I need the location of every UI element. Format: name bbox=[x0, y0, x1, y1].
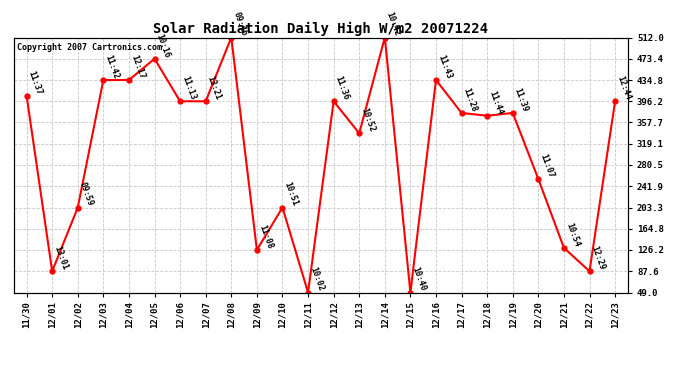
Text: 10:02: 10:02 bbox=[308, 266, 325, 292]
Text: 10:52: 10:52 bbox=[359, 107, 376, 134]
Text: 11:44: 11:44 bbox=[487, 89, 504, 116]
Text: 11:28: 11:28 bbox=[462, 86, 479, 113]
Text: 10:16: 10:16 bbox=[155, 32, 172, 59]
Text: 12:44: 12:44 bbox=[615, 75, 632, 101]
Text: 10:40: 10:40 bbox=[411, 266, 427, 292]
Text: 10:51: 10:51 bbox=[282, 181, 299, 207]
Text: 10:54: 10:54 bbox=[564, 221, 581, 248]
Text: 10:42: 10:42 bbox=[385, 11, 402, 38]
Text: 11:08: 11:08 bbox=[257, 224, 274, 250]
Text: 12:17: 12:17 bbox=[129, 54, 146, 80]
Text: Copyright 2007 Cartronics.com: Copyright 2007 Cartronics.com bbox=[17, 43, 162, 52]
Text: 11:43: 11:43 bbox=[436, 54, 453, 80]
Text: 09:59: 09:59 bbox=[78, 181, 95, 207]
Text: 11:39: 11:39 bbox=[513, 86, 530, 113]
Text: 11:36: 11:36 bbox=[334, 75, 351, 101]
Title: Solar Radiation Daily High W/m2 20071224: Solar Radiation Daily High W/m2 20071224 bbox=[153, 22, 489, 36]
Text: 13:01: 13:01 bbox=[52, 244, 69, 271]
Text: 12:29: 12:29 bbox=[589, 244, 607, 271]
Text: 09:46: 09:46 bbox=[231, 11, 248, 38]
Text: 11:42: 11:42 bbox=[104, 54, 120, 80]
Text: 11:07: 11:07 bbox=[538, 153, 555, 179]
Text: 11:37: 11:37 bbox=[27, 69, 43, 96]
Text: 13:21: 13:21 bbox=[206, 75, 223, 101]
Text: 11:13: 11:13 bbox=[180, 75, 197, 101]
